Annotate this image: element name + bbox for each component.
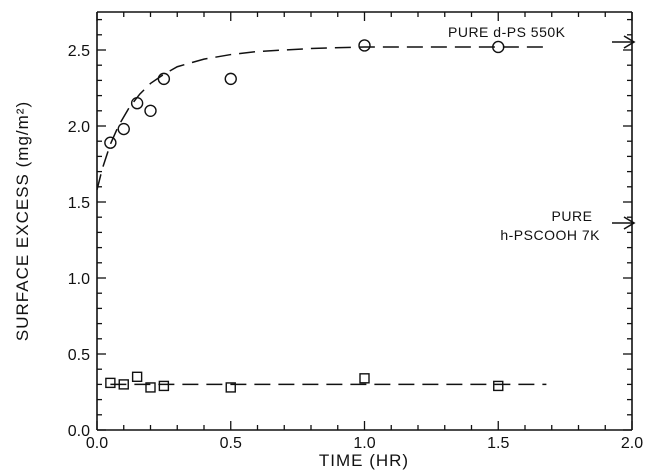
circle-point-4 xyxy=(157,72,171,86)
y-tick-label-0: 0.0 xyxy=(68,423,90,440)
y-tick-label-4: 2.0 xyxy=(68,119,90,136)
x-tick-label-0: 0.0 xyxy=(86,435,108,452)
x-tick-label-1: 0.5 xyxy=(220,435,242,452)
square-point-1 xyxy=(118,379,129,390)
y-axis-title: SURFACE EXCESS (mg/m²) xyxy=(13,101,32,341)
circle-point-1 xyxy=(117,122,130,136)
y-tick-label-1: 0.5 xyxy=(68,347,90,364)
fit-curve-0 xyxy=(96,46,547,191)
square-point-3 xyxy=(145,382,156,393)
fit-curves xyxy=(96,46,547,386)
x-axis-title: TIME (HR) xyxy=(319,451,409,470)
square-point-5 xyxy=(225,382,236,393)
square-point-4 xyxy=(158,380,170,392)
x-tick-label-4: 2.0 xyxy=(621,435,643,452)
y-ticks: 0.0 0.5 1.0 1.5 2.0 2.5 xyxy=(68,18,632,440)
y-tick-label-2: 1.0 xyxy=(68,271,90,288)
square-point-7 xyxy=(493,380,504,392)
annotation-pure-hpscooh-arrow-head xyxy=(623,216,636,230)
annotation-pure-hpscooh-line1: PURE xyxy=(552,208,593,224)
y-tick-label-3: 1.5 xyxy=(68,195,90,212)
circle-point-6 xyxy=(358,39,371,52)
circle-point-7 xyxy=(492,40,505,54)
y-tick-label-5: 2.5 xyxy=(68,43,90,60)
circle-point-0 xyxy=(104,136,117,149)
circle-point-5 xyxy=(224,72,237,86)
annotation-pure-hpscooh: PURE h-PSCOOH 7K xyxy=(500,208,636,243)
annotation-pure-dps-label: PURE d-PS 550K xyxy=(448,24,566,40)
annotation-pure-dps: PURE d-PS 550K xyxy=(448,24,636,49)
x-tick-label-3: 1.5 xyxy=(487,435,509,452)
annotation-pure-hpscooh-line2: h-PSCOOH 7K xyxy=(500,227,600,243)
square-point-0 xyxy=(105,377,116,389)
data-points xyxy=(104,39,505,393)
x-ticks: 0.0 0.5 1.0 1.5 2.0 xyxy=(86,12,643,452)
circle-point-3 xyxy=(144,104,157,118)
square-point-2 xyxy=(131,371,143,382)
square-point-6 xyxy=(359,373,370,384)
x-tick-label-2: 1.0 xyxy=(353,435,375,452)
annotation-pure-dps-arrow-head xyxy=(623,35,636,49)
circle-point-2 xyxy=(130,96,144,110)
